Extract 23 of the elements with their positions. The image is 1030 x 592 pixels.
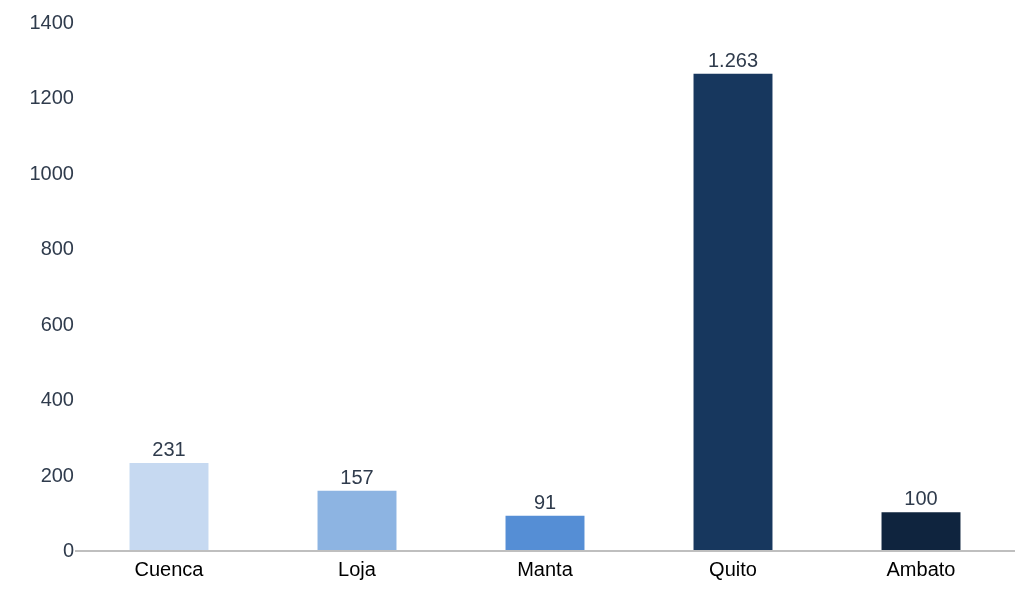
bar [129,462,209,550]
x-tick-label: Cuenca [134,557,205,580]
y-tick-label: 600 [40,312,74,335]
data-label: 100 [904,487,938,510]
data-label: 91 [533,490,557,513]
y-tick-label: 400 [40,388,74,411]
bar [505,515,585,550]
x-tick-label: Ambato [886,557,956,580]
y-tick-label: 200 [40,463,74,486]
bar [693,73,773,550]
data-label: 157 [340,465,374,488]
x-tick-label: Loja [338,557,377,580]
x-tick-label: Manta [517,557,574,580]
x-tick-label: Quito [709,557,757,580]
y-tick-label: 0 [62,539,74,561]
y-tick-label: 800 [40,237,74,260]
y-tick-label: 1200 [29,86,74,109]
y-tick-label: 1400 [29,11,74,33]
bar [881,512,961,550]
y-tick-label: 1000 [29,161,74,184]
data-label: 231 [152,437,186,460]
data-label: 1.263 [707,48,759,71]
bar [317,490,397,550]
